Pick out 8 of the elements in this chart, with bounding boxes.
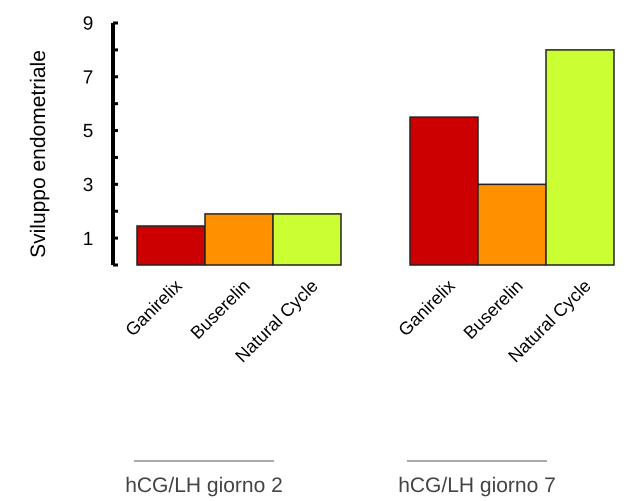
y-tick-label: 3 (82, 174, 94, 196)
y-tick-label: 9 (82, 14, 94, 35)
y-tick-label: 7 (82, 67, 94, 88)
text: hCG/LH giorno 2 (125, 474, 283, 497)
text: hCG/LH giorno 7 (398, 474, 556, 497)
y-tick-label: 5 (82, 121, 94, 142)
y-axis-title: Sviluppo endometriale (27, 50, 50, 258)
y-tick-label: 1 (82, 228, 94, 250)
